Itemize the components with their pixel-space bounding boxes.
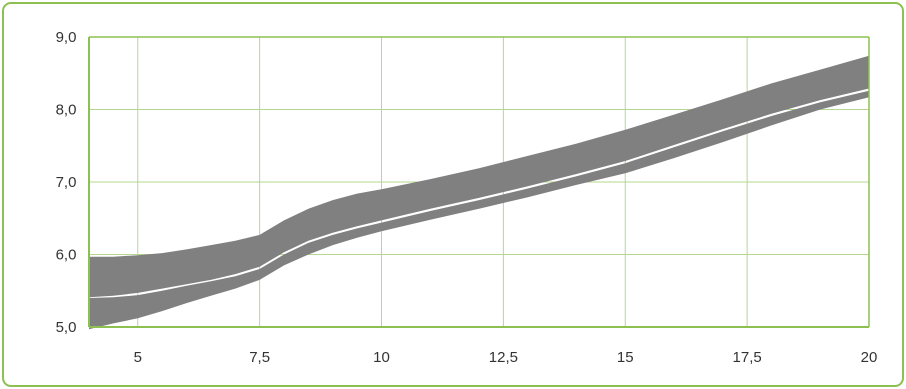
- x-tick-label: 15: [617, 349, 634, 366]
- band-1: [89, 55, 869, 298]
- tick-labels: 5,0 6,0 7,0 8,0 9,0 5 7,5 10 12,5 15 17,5 20: [56, 29, 878, 366]
- x-tick-label: 5: [134, 349, 142, 366]
- y-tick-label: 6,0: [56, 247, 77, 264]
- x-tick-label: 10: [373, 349, 390, 366]
- x-tick-label: 7,5: [249, 349, 270, 366]
- x-tick-label: 20: [861, 349, 878, 366]
- x-tick-label: 12,5: [489, 349, 518, 366]
- bands: [89, 55, 869, 330]
- y-tick-label: 7,0: [56, 174, 77, 191]
- y-tick-label: 8,0: [56, 102, 77, 119]
- x-tick-label: 17,5: [733, 349, 762, 366]
- y-tick-label: 9,0: [56, 29, 77, 46]
- band-2: [89, 90, 869, 330]
- y-tick-label: 5,0: [56, 319, 77, 336]
- axes: [88, 36, 870, 328]
